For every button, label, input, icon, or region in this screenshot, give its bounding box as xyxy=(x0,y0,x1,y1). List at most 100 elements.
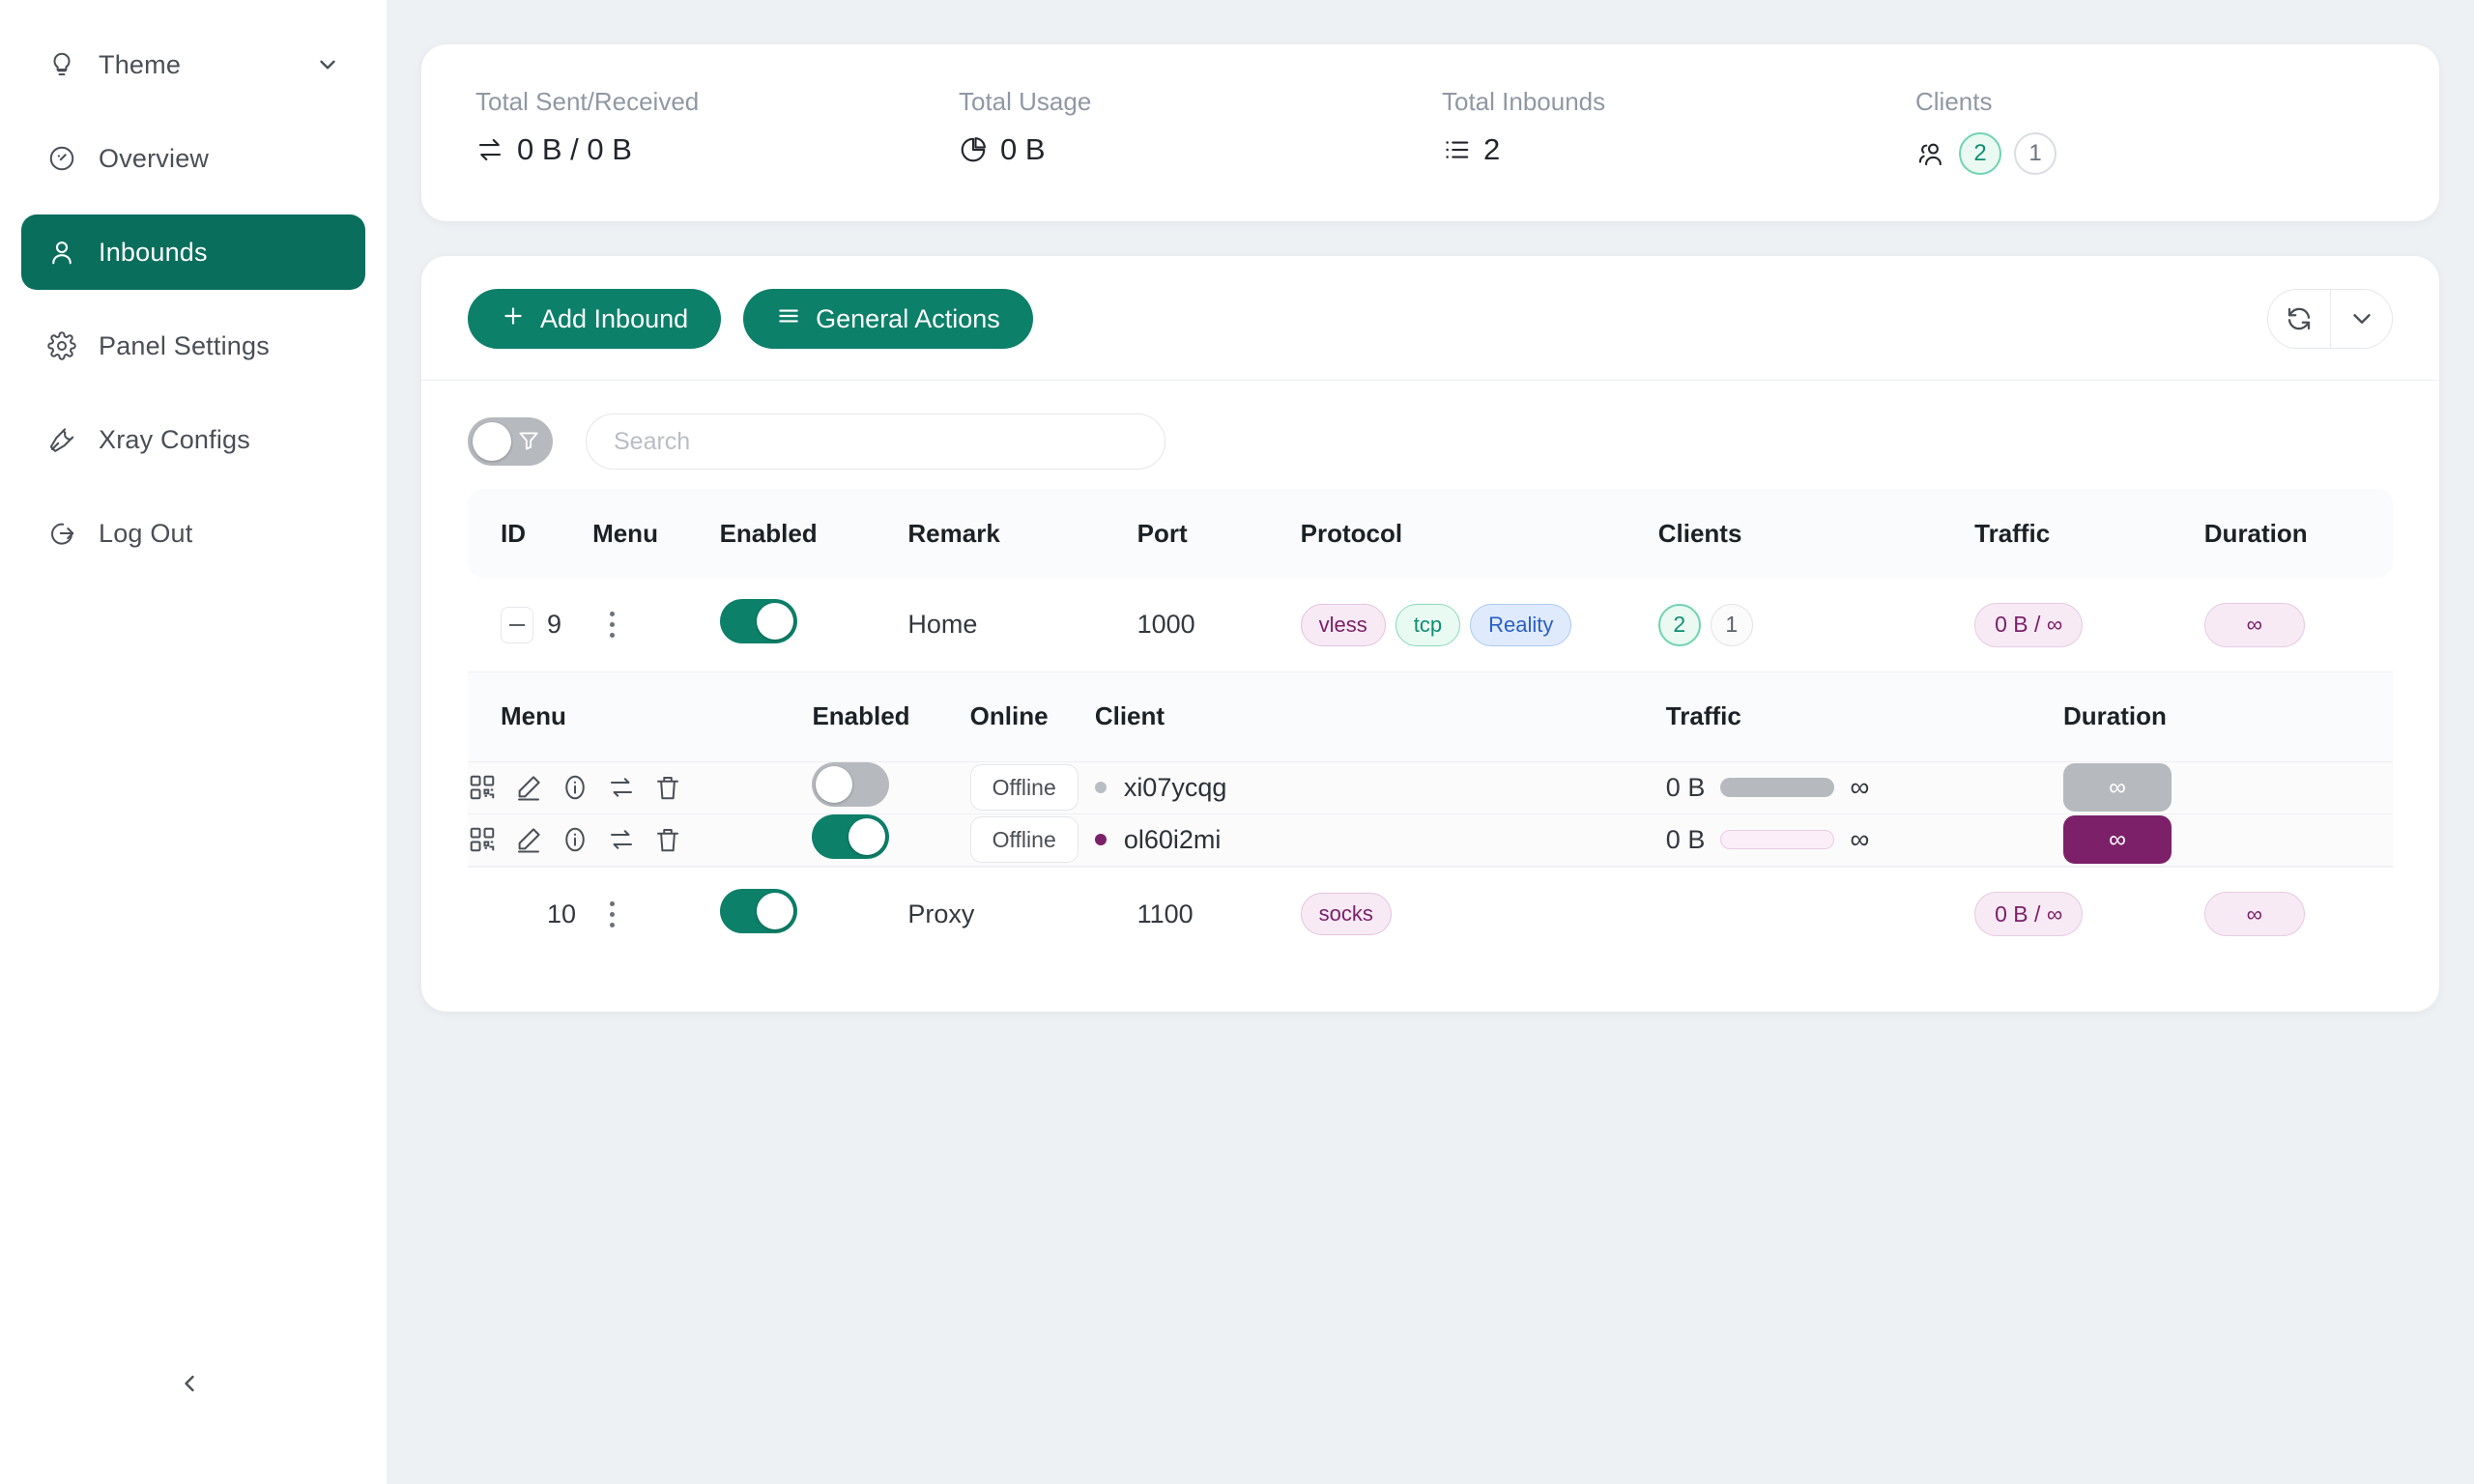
toolbar-right xyxy=(2267,289,2393,349)
expanded-clients-cell: Menu Enabled Online Client Traffic Durat… xyxy=(468,671,2393,868)
add-inbound-button[interactable]: Add Inbound xyxy=(468,289,722,349)
row-menu-button[interactable] xyxy=(592,900,631,928)
cell-enabled xyxy=(719,867,908,961)
column-header-menu[interactable]: Menu xyxy=(592,489,720,578)
inbounds-panel: Add Inbound General Actions xyxy=(421,256,2439,1012)
column-header-duration[interactable]: Duration xyxy=(2203,489,2393,578)
clients-inactive-badge: 1 xyxy=(2014,132,2057,175)
cell-enabled xyxy=(719,578,908,672)
sidebar-collapse-button[interactable] xyxy=(166,1362,213,1409)
stat-label: Total Sent/Received xyxy=(475,87,700,116)
trash-icon[interactable] xyxy=(653,773,682,802)
column-header-remark[interactable]: Remark xyxy=(907,489,1137,578)
inbounds-table-wrap: ID Menu Enabled Remark Port Protocol Cli… xyxy=(421,489,2439,1012)
subcolumn-header-traffic[interactable]: Traffic xyxy=(1665,672,2063,762)
row-duration-pill: ∞ xyxy=(2203,602,2305,647)
client-traffic-bar xyxy=(1720,778,1835,797)
subcolumn-header-menu[interactable]: Menu xyxy=(468,672,813,762)
stat-total-usage: Total Usage 0 B xyxy=(959,87,1442,175)
filter-toggle[interactable] xyxy=(468,417,553,466)
client-name-label: ol60i2mi xyxy=(1123,824,1222,854)
subcolumn-header-client[interactable]: Client xyxy=(1094,672,1666,762)
gauge-icon xyxy=(46,143,77,174)
subcolumn-header-enabled[interactable]: Enabled xyxy=(812,672,970,762)
client-cell-enabled xyxy=(812,813,970,867)
cell-protocol: vless tcp Reality xyxy=(1300,578,1658,672)
clients-table-body: Offline xi07ycqg xyxy=(468,761,2393,867)
row-enabled-toggle[interactable] xyxy=(719,888,797,933)
client-cell-name: xi07ycqg xyxy=(1094,761,1666,814)
pencil-icon[interactable] xyxy=(514,773,543,802)
protocol-chip: vless xyxy=(1300,603,1386,646)
search-input[interactable] xyxy=(586,414,1165,470)
inbounds-table-head: ID Menu Enabled Remark Port Protocol Cli… xyxy=(468,489,2393,578)
sidebar-item-log-out[interactable]: Log Out xyxy=(21,496,365,571)
client-cell-duration: ∞ xyxy=(2063,813,2393,867)
inbounds-header-row: ID Menu Enabled Remark Port Protocol Cli… xyxy=(468,489,2393,578)
qrcode-icon[interactable] xyxy=(468,825,497,854)
sidebar-item-theme[interactable]: Theme xyxy=(21,27,365,102)
qrcode-icon[interactable] xyxy=(468,773,497,802)
chevron-down-icon[interactable] xyxy=(315,52,340,77)
stat-value-wrap: 0 B / 0 B xyxy=(475,132,959,167)
add-inbound-label: Add Inbound xyxy=(540,303,689,333)
row-enabled-toggle[interactable] xyxy=(719,599,797,643)
client-enabled-toggle[interactable] xyxy=(812,813,890,859)
main-content: Total Sent/Received 0 B / 0 B Total Usag… xyxy=(387,0,2474,1484)
client-status-dot xyxy=(1094,834,1107,845)
trash-icon[interactable] xyxy=(653,825,682,854)
sidebar: Theme Overview Inbounds xyxy=(0,0,387,1484)
client-traffic-limit: ∞ xyxy=(1850,772,1870,802)
client-row[interactable]: Offline ol60i2mi xyxy=(468,813,2393,867)
stat-label: Clients xyxy=(1915,87,1993,116)
column-header-protocol[interactable]: Protocol xyxy=(1300,489,1658,578)
info-icon[interactable] xyxy=(561,773,590,802)
protocol-chip: tcp xyxy=(1395,603,1461,646)
row-id: 10 xyxy=(547,899,577,928)
client-online-status: Offline xyxy=(969,816,1079,863)
clients-header-row: Menu Enabled Online Client Traffic Durat… xyxy=(468,672,2393,762)
panel-toolbar: Add Inbound General Actions xyxy=(421,256,2439,381)
info-icon[interactable] xyxy=(561,825,590,854)
column-header-id[interactable]: ID xyxy=(468,489,593,578)
collapse-row-button[interactable] xyxy=(501,606,533,643)
refresh-interval-dropdown[interactable] xyxy=(2330,290,2392,348)
column-header-clients[interactable]: Clients xyxy=(1657,489,1975,578)
stat-total-sent-received: Total Sent/Received 0 B / 0 B xyxy=(475,87,959,175)
sidebar-item-overview[interactable]: Overview xyxy=(21,121,365,196)
stat-value-wrap: 2 xyxy=(1442,132,1915,167)
client-traffic-used: 0 B xyxy=(1665,772,1706,802)
client-duration-badge: ∞ xyxy=(2063,815,2172,864)
reset-icon[interactable] xyxy=(607,773,636,802)
sidebar-item-label: Panel Settings xyxy=(99,330,270,360)
cell-remark: Proxy xyxy=(907,899,975,928)
stat-value-wrap: 2 1 xyxy=(1915,132,2057,175)
client-name-label: xi07ycqg xyxy=(1123,772,1227,802)
cell-traffic: 0 B / ∞ xyxy=(1974,867,2204,961)
general-actions-button[interactable]: General Actions xyxy=(743,289,1033,349)
clients-table: Menu Enabled Online Client Traffic Durat… xyxy=(468,672,2393,867)
sidebar-item-xray-configs[interactable]: Xray Configs xyxy=(21,402,365,477)
row-menu-button[interactable] xyxy=(592,612,631,638)
sidebar-item-inbounds[interactable]: Inbounds xyxy=(21,214,365,290)
stat-label: Total Inbounds xyxy=(1442,87,1606,116)
refresh-icon[interactable] xyxy=(2268,290,2330,348)
row-duration-pill: ∞ xyxy=(2203,892,2305,936)
sidebar-item-panel-settings[interactable]: Panel Settings xyxy=(21,308,365,384)
client-row[interactable]: Offline xi07ycqg xyxy=(468,761,2393,814)
column-header-traffic[interactable]: Traffic xyxy=(1974,489,2204,578)
sidebar-item-label: Xray Configs xyxy=(99,424,250,454)
client-enabled-toggle[interactable] xyxy=(812,761,890,807)
table-row[interactable]: 10 Proxy 1100 xyxy=(468,867,2393,961)
column-header-enabled[interactable]: Enabled xyxy=(719,489,908,578)
logout-icon xyxy=(46,518,77,549)
table-row[interactable]: 9 Home 1000 xyxy=(468,578,2393,672)
subcolumn-header-online[interactable]: Online xyxy=(969,672,1095,762)
column-header-port[interactable]: Port xyxy=(1136,489,1301,578)
subcolumn-header-duration[interactable]: Duration xyxy=(2063,672,2393,762)
reset-icon[interactable] xyxy=(607,825,636,854)
sidebar-item-label: Inbounds xyxy=(99,237,208,267)
client-traffic-bar xyxy=(1720,830,1835,849)
general-actions-label: General Actions xyxy=(816,303,1000,333)
pencil-icon[interactable] xyxy=(514,825,543,854)
